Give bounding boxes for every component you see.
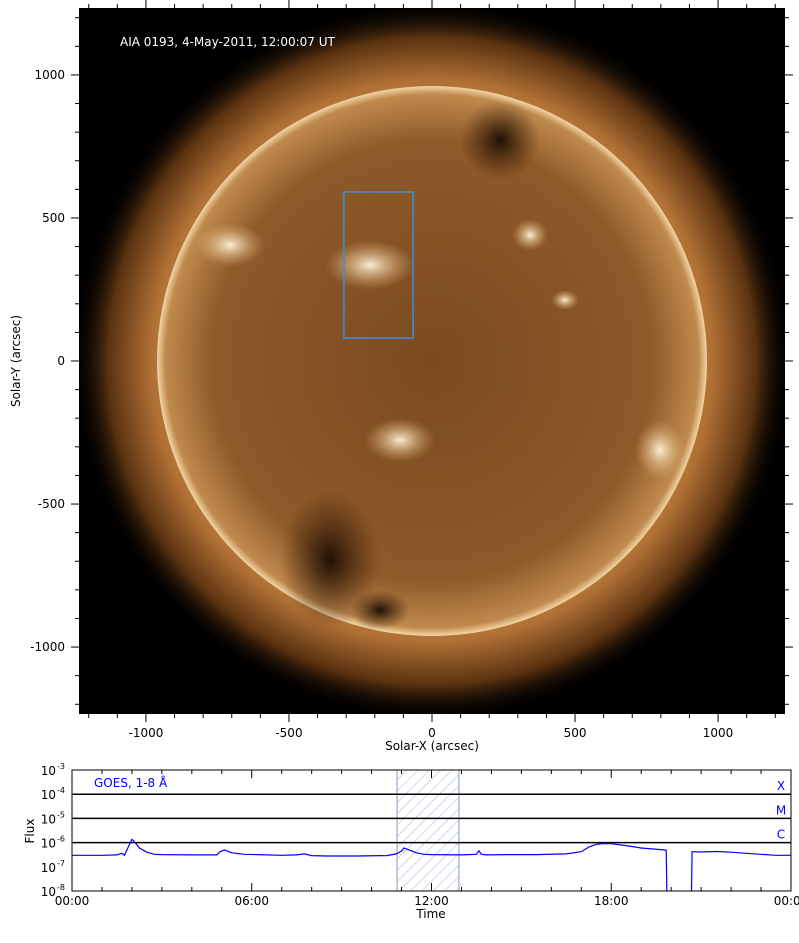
region-box <box>343 191 414 339</box>
x-tick-label: 06:00 <box>234 894 269 908</box>
aia-image-panel: AIA 0193, 4-May-2011, 12:00:07 UT -1000-… <box>9 0 793 753</box>
active-region <box>195 223 265 267</box>
active-region <box>635 420 685 480</box>
active-region <box>551 290 579 310</box>
y-tick-label: 10 <box>41 812 56 826</box>
x-axis-label: Solar-X (arcsec) <box>385 739 479 753</box>
y-tick-label: 10 <box>41 837 56 851</box>
active-region <box>325 240 415 290</box>
y-tick-label: -500 <box>38 497 65 511</box>
x-tick-label: 1000 <box>703 726 734 740</box>
highlight-interval <box>396 769 460 892</box>
x-tick-label: -1000 <box>129 726 164 740</box>
image-axes: -1000 -500 0 500 1000 -1000 -500 0 500 1000 <box>30 0 793 740</box>
x-tick-label: 500 <box>564 726 587 740</box>
x-tick-label: 00:00 <box>774 894 799 908</box>
coronal-hole <box>280 490 380 630</box>
y-tick-exponent: -6 <box>57 835 65 844</box>
goes-y-axis-label: Flux <box>23 819 37 844</box>
y-tick-exponent: -7 <box>57 859 65 868</box>
class-level-label: C <box>777 828 785 842</box>
x-tick-label: -500 <box>275 726 302 740</box>
x-tick-label: 0 <box>428 726 436 740</box>
coronal-hole <box>460 100 540 180</box>
coronal-hole <box>350 590 410 630</box>
goes-panel: XMC GOES, 1-8 Å 00:00 06:00 12:00 18:00 00:0… <box>23 762 799 921</box>
y-axis-label: Solar-Y (arcsec) <box>9 315 23 407</box>
y-tick-label: 0 <box>57 354 65 368</box>
active-region <box>365 418 435 462</box>
solar-disk <box>157 86 707 636</box>
y-tick-label: 500 <box>42 211 65 225</box>
goes-x-axis-label: Time <box>415 907 445 921</box>
x-tick-label: 12:00 <box>414 894 449 908</box>
y-tick-exponent: -3 <box>57 762 65 771</box>
goes-legend: GOES, 1-8 Å <box>94 775 168 790</box>
y-tick-exponent: -4 <box>57 786 65 795</box>
image-title: AIA 0193, 4-May-2011, 12:00:07 UT <box>120 35 335 49</box>
y-tick-label: 10 <box>41 861 56 875</box>
y-tick-label: 10 <box>41 764 56 778</box>
class-level-label: X <box>777 779 785 793</box>
x-tick-label: 00:00 <box>55 894 90 908</box>
y-tick-label: 1000 <box>34 68 65 82</box>
flare-class-levels: XMC <box>72 779 791 844</box>
y-tick-label: 10 <box>41 788 56 802</box>
y-tick-exponent: -5 <box>57 810 65 819</box>
goes-flux-line <box>72 838 791 891</box>
class-level-label: M <box>776 803 786 817</box>
y-tick-label: -1000 <box>30 640 65 654</box>
sun-image <box>79 8 785 714</box>
active-region <box>512 219 548 251</box>
x-tick-label: 18:00 <box>594 894 629 908</box>
y-tick-exponent: -8 <box>57 883 65 892</box>
goes-axes: 00:0006:0012:0018:0000:0010-310-410-510-… <box>41 762 799 908</box>
y-tick-label: 10 <box>41 885 56 899</box>
